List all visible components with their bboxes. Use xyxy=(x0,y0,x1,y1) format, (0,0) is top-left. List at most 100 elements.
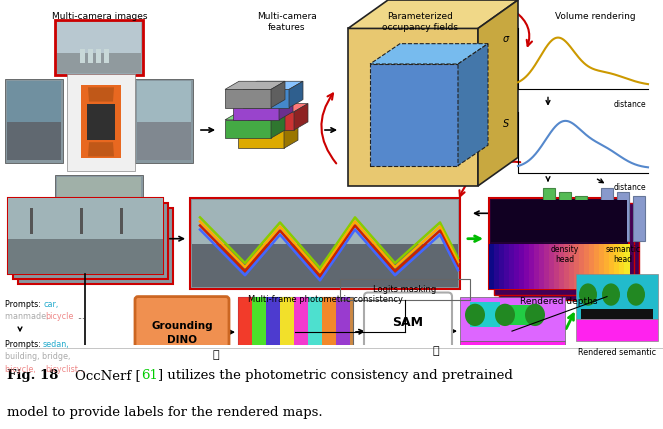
Ellipse shape xyxy=(579,284,597,306)
Bar xyxy=(80,49,85,63)
Bar xyxy=(575,196,587,241)
Bar xyxy=(266,296,280,368)
Bar xyxy=(308,296,322,368)
Bar xyxy=(494,244,500,290)
Bar xyxy=(18,208,173,284)
Bar xyxy=(619,244,625,290)
Bar xyxy=(55,175,143,227)
Bar xyxy=(190,198,460,290)
Bar xyxy=(584,244,590,290)
Bar xyxy=(491,200,627,242)
Bar xyxy=(120,208,123,234)
Text: Logits masking: Logits masking xyxy=(373,285,437,294)
Polygon shape xyxy=(289,81,303,108)
Polygon shape xyxy=(348,28,478,186)
Bar xyxy=(519,244,525,290)
Bar xyxy=(601,188,613,241)
Polygon shape xyxy=(233,94,293,102)
Polygon shape xyxy=(243,89,289,108)
Bar xyxy=(470,302,500,327)
Text: $S$: $S$ xyxy=(502,117,510,129)
Bar xyxy=(499,244,505,290)
Bar xyxy=(499,208,639,299)
Text: distance: distance xyxy=(613,183,646,192)
Polygon shape xyxy=(81,85,121,158)
Text: ...: ... xyxy=(77,312,84,321)
Text: Grounding: Grounding xyxy=(151,321,213,331)
Bar xyxy=(534,244,540,290)
Bar xyxy=(192,244,458,287)
Bar xyxy=(88,49,93,63)
Bar xyxy=(539,244,545,290)
Polygon shape xyxy=(87,104,115,140)
Text: OccNerf [: OccNerf [ xyxy=(58,369,141,382)
Bar xyxy=(624,244,630,290)
Bar xyxy=(609,244,615,290)
Text: Prompts:: Prompts: xyxy=(5,340,43,349)
Text: 🔒: 🔒 xyxy=(433,347,440,356)
Text: model to provide labels for the rendered maps.: model to provide labels for the rendered… xyxy=(7,405,322,419)
Polygon shape xyxy=(225,112,285,120)
Bar xyxy=(569,244,575,290)
Polygon shape xyxy=(348,0,518,28)
Bar xyxy=(8,198,163,239)
Polygon shape xyxy=(279,94,293,120)
Polygon shape xyxy=(88,88,114,102)
Bar xyxy=(238,296,252,368)
Polygon shape xyxy=(88,142,114,157)
Bar xyxy=(294,296,308,368)
Polygon shape xyxy=(271,81,285,108)
Text: manmade,: manmade, xyxy=(5,312,51,321)
Text: Volume rendering: Volume rendering xyxy=(555,12,635,21)
Bar xyxy=(510,305,535,325)
Polygon shape xyxy=(458,44,488,166)
Bar xyxy=(574,244,580,290)
Text: density
head: density head xyxy=(551,245,579,264)
Text: car,: car, xyxy=(43,299,58,308)
Text: Fig. 18: Fig. 18 xyxy=(7,369,58,382)
Text: distance: distance xyxy=(613,100,646,109)
Polygon shape xyxy=(233,102,279,120)
Text: bicycle: bicycle xyxy=(45,312,74,321)
Text: $\sigma$: $\sigma$ xyxy=(502,33,510,43)
Bar xyxy=(7,81,61,122)
Bar xyxy=(104,49,109,63)
Polygon shape xyxy=(271,112,285,138)
Polygon shape xyxy=(248,104,308,112)
Polygon shape xyxy=(225,120,271,138)
Bar xyxy=(604,244,610,290)
Bar xyxy=(554,244,560,290)
Text: building, bridge,: building, bridge, xyxy=(5,353,70,362)
Polygon shape xyxy=(238,122,298,130)
Polygon shape xyxy=(248,112,294,130)
Text: DINO: DINO xyxy=(167,335,197,345)
Text: 61: 61 xyxy=(141,369,158,382)
Polygon shape xyxy=(294,104,308,130)
Polygon shape xyxy=(243,81,303,89)
Bar xyxy=(5,79,63,163)
Ellipse shape xyxy=(602,284,620,306)
Bar xyxy=(340,279,470,299)
Polygon shape xyxy=(370,44,488,64)
Text: Multi-frame photometric consistency: Multi-frame photometric consistency xyxy=(247,295,402,304)
FancyBboxPatch shape xyxy=(364,293,452,370)
Text: SAM: SAM xyxy=(392,317,424,329)
Text: sedan,: sedan, xyxy=(43,340,70,349)
Bar xyxy=(7,122,61,160)
Text: 🔒: 🔒 xyxy=(213,350,219,360)
Bar xyxy=(336,296,350,368)
Text: Multi-camera
features: Multi-camera features xyxy=(257,12,317,32)
Ellipse shape xyxy=(627,284,645,306)
Polygon shape xyxy=(238,130,284,148)
Bar xyxy=(192,200,458,244)
Bar xyxy=(322,296,336,368)
Bar xyxy=(30,208,33,234)
Bar xyxy=(137,122,191,160)
Bar xyxy=(633,196,645,241)
Bar xyxy=(529,244,535,290)
Bar xyxy=(576,274,658,319)
Bar xyxy=(514,244,520,290)
Bar xyxy=(8,239,163,274)
Ellipse shape xyxy=(495,304,515,326)
Bar xyxy=(135,79,193,163)
